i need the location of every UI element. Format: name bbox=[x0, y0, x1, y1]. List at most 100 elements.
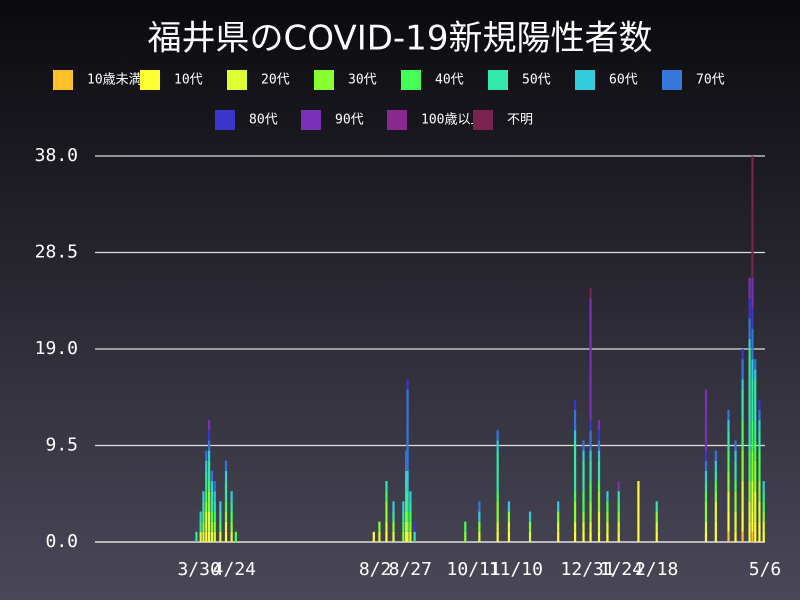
bar-segment bbox=[606, 491, 609, 502]
bar-segment bbox=[224, 521, 228, 532]
bar-segment bbox=[202, 531, 205, 542]
bar-segment bbox=[557, 511, 560, 522]
bar-segment bbox=[597, 430, 601, 441]
bar-segment bbox=[758, 430, 761, 451]
bar-segment bbox=[582, 440, 585, 451]
bar-segment bbox=[573, 409, 577, 431]
bar-segment bbox=[205, 460, 208, 471]
bar-segment bbox=[714, 491, 717, 502]
bar-segment bbox=[741, 349, 744, 360]
bar-segment bbox=[219, 531, 222, 542]
bar-segment bbox=[741, 450, 744, 482]
bar-segment bbox=[748, 349, 751, 451]
bar-segment bbox=[762, 521, 765, 532]
y-tick-label: 0.0 bbox=[45, 531, 78, 552]
bar-segment bbox=[210, 531, 214, 542]
bar-segment bbox=[704, 450, 708, 461]
bar-segment bbox=[205, 450, 208, 461]
bar-segment bbox=[528, 511, 532, 522]
bar-segment bbox=[202, 501, 205, 512]
bar-segment bbox=[409, 521, 412, 532]
bar-segment bbox=[727, 470, 730, 492]
bar-segment bbox=[385, 531, 388, 542]
bar-segment bbox=[748, 298, 751, 319]
bar-segment bbox=[751, 511, 754, 532]
bar-segment bbox=[230, 491, 233, 502]
bar-segment bbox=[617, 481, 620, 492]
bar-segment bbox=[224, 511, 228, 522]
bar-segment bbox=[478, 511, 481, 522]
bar-segment bbox=[210, 521, 214, 532]
bar-segment bbox=[507, 521, 511, 532]
bar-segment bbox=[704, 491, 708, 502]
bar-segment bbox=[507, 501, 511, 512]
bar-segment bbox=[714, 521, 717, 542]
bar-segment bbox=[704, 501, 708, 522]
bar-segment bbox=[762, 481, 765, 492]
bar-segment bbox=[754, 359, 757, 370]
bar-segment bbox=[409, 491, 412, 502]
legend-label: 100歳以上 bbox=[421, 113, 483, 128]
bar-segment bbox=[741, 379, 744, 390]
bar-segment bbox=[573, 399, 577, 410]
y-tick-label: 19.0 bbox=[35, 338, 78, 359]
bar-segment bbox=[213, 511, 216, 522]
bar-segment bbox=[582, 511, 585, 522]
bar-segment bbox=[385, 521, 388, 532]
bar-segment bbox=[617, 521, 620, 532]
bar-segment bbox=[213, 481, 216, 492]
bar-segment bbox=[199, 531, 202, 542]
legend-label: 60代 bbox=[609, 73, 638, 88]
bar-segment bbox=[405, 501, 408, 512]
bar-segment bbox=[205, 470, 208, 492]
bar-segment bbox=[208, 491, 211, 512]
x-tick-label: 3/30 bbox=[177, 559, 220, 580]
bar-segment bbox=[213, 521, 216, 532]
bar-segment bbox=[413, 531, 416, 542]
legend-swatch bbox=[301, 110, 321, 130]
bar-segment bbox=[762, 511, 765, 522]
bar-segment bbox=[748, 521, 751, 542]
bar-segment bbox=[748, 277, 751, 299]
bar-segment bbox=[637, 481, 640, 542]
bar-segment bbox=[751, 359, 754, 380]
bar-segment bbox=[208, 440, 211, 451]
bar-segment bbox=[406, 389, 409, 471]
legend-swatch bbox=[488, 70, 508, 90]
bar-segment bbox=[741, 420, 744, 451]
bar-segment bbox=[208, 460, 211, 482]
bar-segment bbox=[210, 481, 214, 492]
bar-segment bbox=[557, 531, 560, 542]
bar-segment bbox=[589, 298, 592, 421]
legend-swatch bbox=[575, 70, 595, 90]
bar-segment bbox=[741, 481, 744, 512]
bar-segment bbox=[507, 531, 511, 542]
bar-segment bbox=[464, 531, 467, 542]
bar-segment bbox=[230, 521, 233, 532]
bar-segment bbox=[582, 521, 585, 532]
bar-segment bbox=[406, 531, 409, 542]
bar-segment bbox=[208, 511, 211, 532]
bar-segment bbox=[213, 531, 216, 542]
legend-swatch bbox=[401, 70, 421, 90]
bar-segment bbox=[714, 460, 717, 471]
bar-segment bbox=[751, 277, 754, 309]
bar-segment bbox=[205, 491, 208, 502]
bar-segment bbox=[754, 379, 757, 441]
bar-segment bbox=[734, 511, 737, 532]
bar-segment bbox=[405, 470, 408, 482]
bar-segment bbox=[754, 521, 757, 542]
bar-segment bbox=[758, 399, 761, 410]
bar-segment bbox=[210, 511, 214, 522]
y-tick-label: 38.0 bbox=[35, 145, 78, 166]
bar-segment bbox=[589, 430, 592, 451]
bar-segment bbox=[392, 531, 395, 542]
bar-segment bbox=[597, 460, 601, 482]
legend-label: 90代 bbox=[335, 113, 364, 128]
bar-segment bbox=[741, 359, 744, 380]
bar-segment bbox=[392, 521, 395, 532]
bar-segment bbox=[528, 531, 532, 542]
legend-label: 不明 bbox=[507, 113, 533, 128]
bar-segment bbox=[573, 521, 577, 532]
bar-segment bbox=[758, 521, 761, 542]
